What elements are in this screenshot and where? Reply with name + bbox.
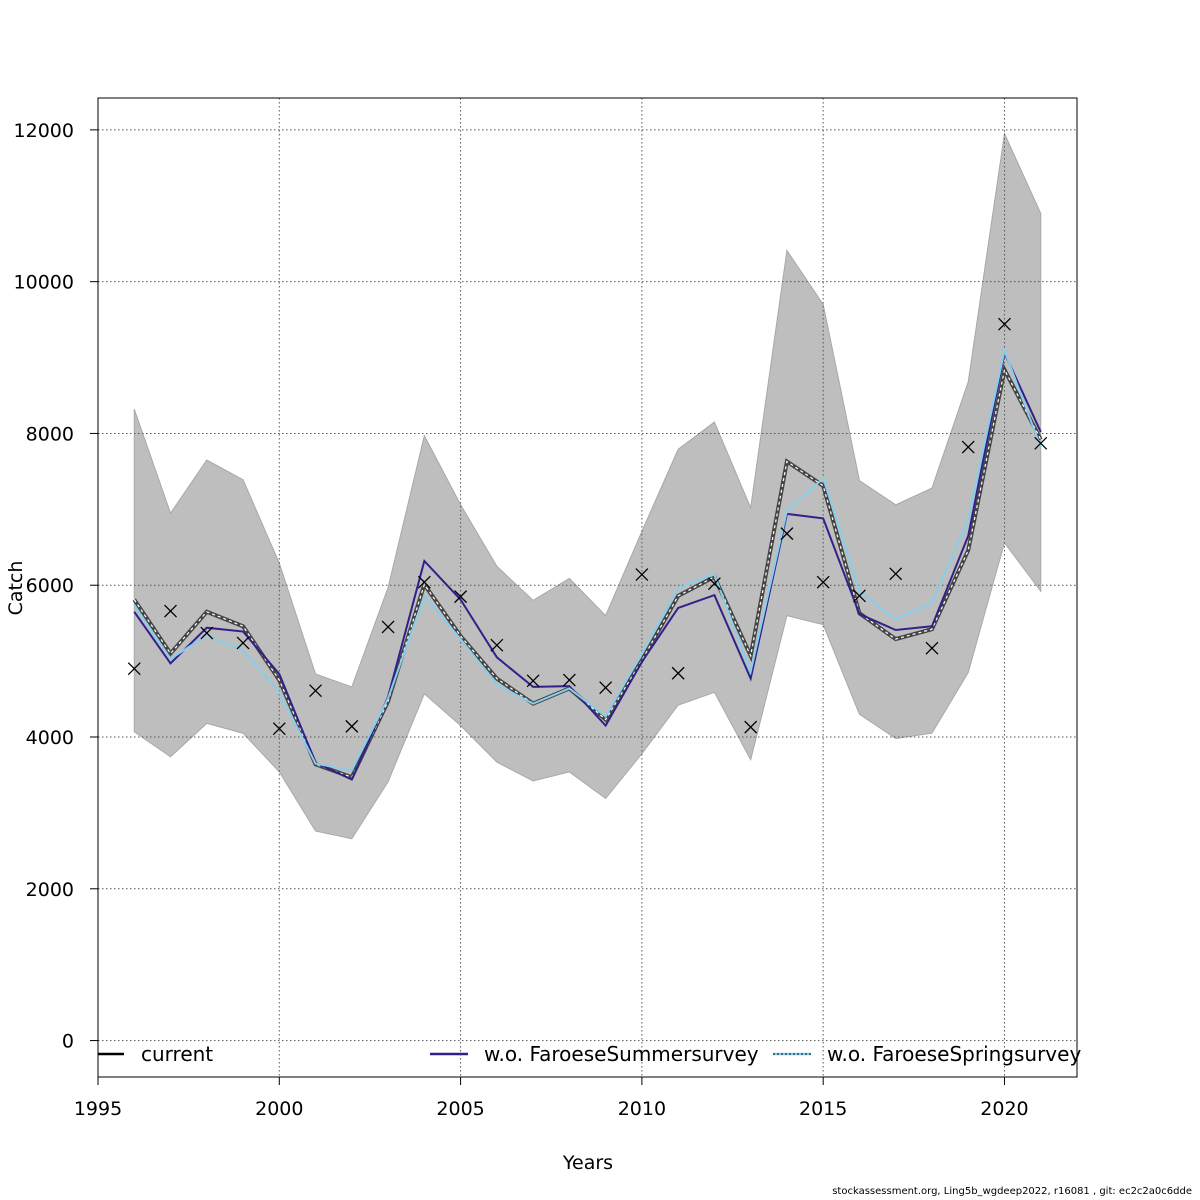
observation-marker <box>889 567 903 581</box>
confidence-band <box>133 131 1042 840</box>
y-tick-label: 10000 <box>14 272 74 294</box>
x-tick-label: 1995 <box>74 1098 122 1120</box>
observation-marker <box>127 662 141 676</box>
observation-marker <box>417 575 431 589</box>
observation-marker <box>236 636 250 650</box>
plot-frame <box>97 97 1078 1078</box>
series-lines-layer <box>132 347 1043 781</box>
series-line-current <box>133 367 1042 778</box>
series-line-w-o-faroesespringsurvey <box>133 347 1042 772</box>
legend-label: w.o. FaroeseSpringsurvey <box>827 1042 1081 1066</box>
observation-marker <box>816 575 830 589</box>
x-tick-label: 2000 <box>255 1098 303 1120</box>
observation-markers-layer <box>127 317 1048 736</box>
observation-marker <box>744 720 758 734</box>
observation-marker <box>490 638 504 652</box>
observation-marker <box>1034 436 1048 450</box>
confidence-band-layer <box>133 131 1042 840</box>
observation-marker <box>309 684 323 698</box>
legend-label: current <box>141 1042 213 1066</box>
footer-credit: stockassessment.org, Ling5b_wgdeep2022, … <box>832 1186 1192 1197</box>
legend-label: w.o. FaroeseSummersurvey <box>484 1042 759 1066</box>
observation-marker <box>381 620 395 634</box>
y-tick-label: 12000 <box>14 120 74 142</box>
axes-layer: 1995 2000 2005 2010 2015 2020 0 2000 4000 6000 800… <box>14 120 1029 1120</box>
grid-lines <box>98 98 1077 1077</box>
observation-marker <box>526 674 540 688</box>
legend-entry: current <box>98 1042 213 1066</box>
x-tick-label: 2010 <box>618 1098 666 1120</box>
observation-marker <box>164 604 177 618</box>
y-tick-label: 8000 <box>26 423 74 445</box>
x-tick-label: 2020 <box>980 1098 1028 1120</box>
observation-marker <box>345 719 359 733</box>
legend: current w.o. FaroeseSummersurvey w.o. Faro… <box>98 1042 1081 1066</box>
x-axis-title: Years <box>562 1152 613 1174</box>
series-line-w-o-faroesesummersurvey <box>133 349 1042 781</box>
observation-marker <box>562 673 576 687</box>
observation-marker <box>454 590 468 604</box>
observation-marker <box>852 589 866 603</box>
observation-marker <box>998 317 1011 331</box>
y-tick-label: 4000 <box>26 727 74 749</box>
observation-marker <box>780 527 794 541</box>
legend-entry: w.o. FaroeseSummersurvey <box>430 1042 759 1066</box>
legend-entry: w.o. FaroeseSpringsurvey <box>773 1042 1081 1066</box>
observation-marker <box>707 577 721 591</box>
observation-marker <box>671 666 685 680</box>
observation-marker <box>200 626 214 640</box>
observation-marker <box>599 681 613 695</box>
y-tick-label: 6000 <box>26 575 74 597</box>
y-tick-label: 2000 <box>26 879 74 901</box>
observation-marker <box>272 722 286 736</box>
observation-marker <box>961 440 975 454</box>
observation-marker <box>635 568 649 582</box>
observation-marker <box>925 641 939 655</box>
y-axis-title: Catch <box>5 561 27 616</box>
y-tick-label: 0 <box>62 1031 74 1053</box>
x-tick-label: 2015 <box>799 1098 847 1120</box>
x-tick-label: 2005 <box>436 1098 484 1120</box>
